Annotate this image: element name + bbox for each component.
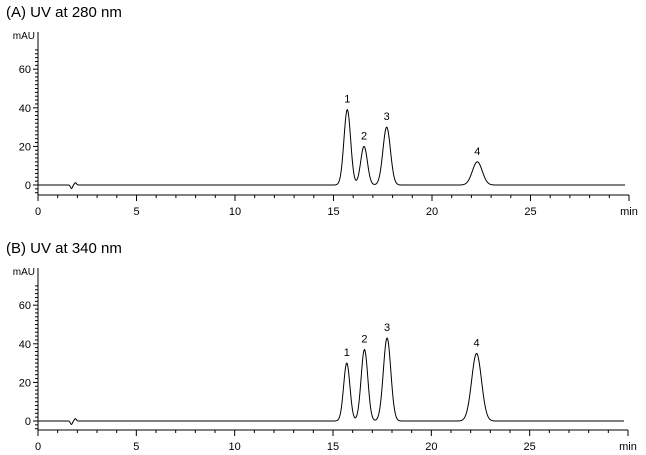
chromatogram-trace bbox=[38, 337, 625, 426]
y-tick-label: 20 bbox=[19, 377, 31, 389]
y-tick-label: 40 bbox=[19, 339, 31, 351]
peak-label: 4 bbox=[474, 337, 480, 349]
y-tick-label: 20 bbox=[19, 141, 31, 153]
x-tick-label: 10 bbox=[229, 441, 241, 453]
peak-label: 1 bbox=[344, 347, 350, 359]
x-tick-label: 25 bbox=[524, 206, 536, 218]
x-tick-label: 0 bbox=[35, 441, 41, 453]
chart-panel-b: (B) UV at 340 nm mAU 0 20 40 60 0 5 10 15 20 25 min 1… bbox=[6, 240, 637, 453]
peak-label: 3 bbox=[384, 111, 390, 123]
y-tick-label: 60 bbox=[19, 300, 31, 312]
x-tick-label: 0 bbox=[35, 206, 41, 218]
peak-label: 2 bbox=[361, 334, 367, 346]
x-tick-label: 25 bbox=[524, 441, 536, 453]
y-tick-label: 0 bbox=[25, 416, 31, 428]
y-tick-label: 40 bbox=[19, 103, 31, 115]
chart-title: (B) UV at 340 nm bbox=[6, 240, 122, 257]
y-tick-label: 0 bbox=[25, 180, 31, 192]
x-axis-label: min bbox=[619, 441, 637, 453]
chart-panel-a: (A) UV at 280 nm mAU 0 20 40 60 0 5 10 15 20 25 min 1… bbox=[6, 4, 638, 218]
x-tick-label: 5 bbox=[133, 441, 139, 453]
peak-label: 3 bbox=[384, 322, 390, 334]
y-axis-label: mAU bbox=[13, 267, 35, 278]
peak-label: 4 bbox=[474, 146, 480, 158]
y-axis-label: mAU bbox=[13, 31, 35, 42]
x-tick-label: 15 bbox=[327, 441, 339, 453]
x-tick-label: 10 bbox=[229, 206, 241, 218]
x-tick-label: 20 bbox=[426, 206, 438, 218]
x-axis-label: min bbox=[620, 206, 638, 218]
x-tick-label: 15 bbox=[327, 206, 339, 218]
x-tick-label: 20 bbox=[425, 441, 437, 453]
chart-title: (A) UV at 280 nm bbox=[6, 4, 122, 21]
peak-label: 2 bbox=[361, 130, 367, 142]
chromatogram-trace bbox=[38, 108, 626, 190]
x-tick-label: 5 bbox=[133, 206, 139, 218]
y-tick-label: 60 bbox=[19, 64, 31, 76]
peak-label: 1 bbox=[344, 94, 350, 106]
